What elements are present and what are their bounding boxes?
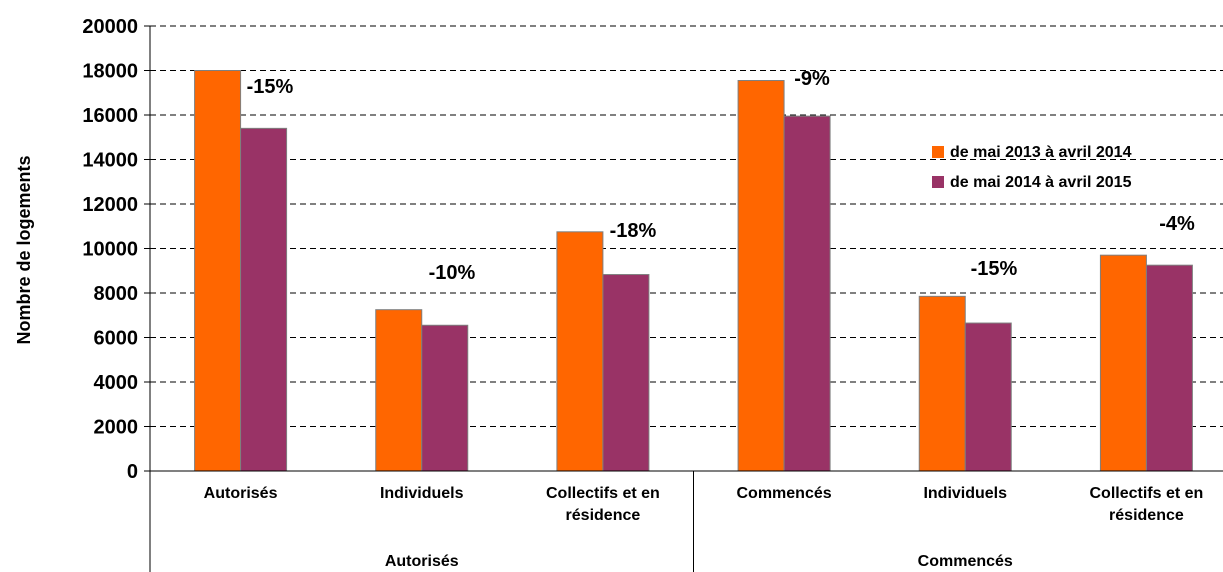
bar-series1 xyxy=(918,295,966,472)
category-label: Autorisés xyxy=(204,485,278,502)
legend: de mai 2013 à avril 2014 de mai 2014 à av… xyxy=(932,144,1132,191)
legend-label: de mai 2013 à avril 2014 xyxy=(950,144,1132,161)
y-tick-label: 20000 xyxy=(82,16,138,38)
pct-change-label: -15% xyxy=(247,76,294,98)
y-tick-label: 8000 xyxy=(94,283,139,305)
category-label: Commencés xyxy=(737,485,832,502)
bar-series1 xyxy=(556,231,604,472)
bar-series2 xyxy=(964,322,1012,472)
y-tick-label: 6000 xyxy=(94,328,139,350)
pct-change-label: -4% xyxy=(1159,213,1195,235)
category-labels: Autorisés Individuels Collectifs et en rési… xyxy=(204,485,1204,524)
pct-change-label: -18% xyxy=(610,220,657,242)
bar-series1 xyxy=(737,80,785,472)
y-axis-label: Nombre de logements xyxy=(14,155,34,344)
legend-swatch xyxy=(932,176,944,188)
category-label: Collectifs et en xyxy=(546,485,660,502)
y-tick-label: 0 xyxy=(127,461,138,483)
bar-series2 xyxy=(783,115,831,472)
y-tick-label: 16000 xyxy=(82,105,138,127)
bar-series2 xyxy=(421,324,469,472)
y-tick-label: 18000 xyxy=(82,61,138,83)
y-tick-label: 4000 xyxy=(94,372,139,394)
annotations: -15% -10% -18% -9% -15% -4% xyxy=(247,68,1195,284)
legend-label: de mai 2014 à avril 2015 xyxy=(950,174,1132,191)
y-tick-labels: 0 2000 4000 6000 8000 10000 12000 14000 16000 180… xyxy=(82,16,138,483)
category-label: résidence xyxy=(1109,507,1184,524)
legend-swatch xyxy=(932,146,944,158)
pct-change-label: -9% xyxy=(794,68,830,90)
pct-change-label: -15% xyxy=(971,258,1018,280)
category-label: Individuels xyxy=(380,485,464,502)
group-labels: Autorisés Commencés xyxy=(385,553,1013,570)
bar-series2 xyxy=(240,127,288,472)
bar-series2 xyxy=(1145,264,1193,472)
group-label: Autorisés xyxy=(385,553,459,570)
category-label: Collectifs et en xyxy=(1090,485,1204,502)
group-label: Commencés xyxy=(918,553,1013,570)
y-tick-label: 10000 xyxy=(82,239,138,261)
y-tick-label: 14000 xyxy=(82,150,138,172)
category-label: résidence xyxy=(566,507,641,524)
bars xyxy=(194,70,1193,472)
pct-change-label: -10% xyxy=(429,262,476,284)
bar-series1 xyxy=(194,70,242,472)
axes xyxy=(144,25,1223,572)
bar-series1 xyxy=(1099,254,1147,472)
bar-series2 xyxy=(602,274,650,472)
y-tick-label: 2000 xyxy=(94,417,139,439)
category-label: Individuels xyxy=(923,485,1007,502)
gridlines xyxy=(150,25,1223,427)
y-tick-label: 12000 xyxy=(82,194,138,216)
bar-series1 xyxy=(375,309,423,472)
